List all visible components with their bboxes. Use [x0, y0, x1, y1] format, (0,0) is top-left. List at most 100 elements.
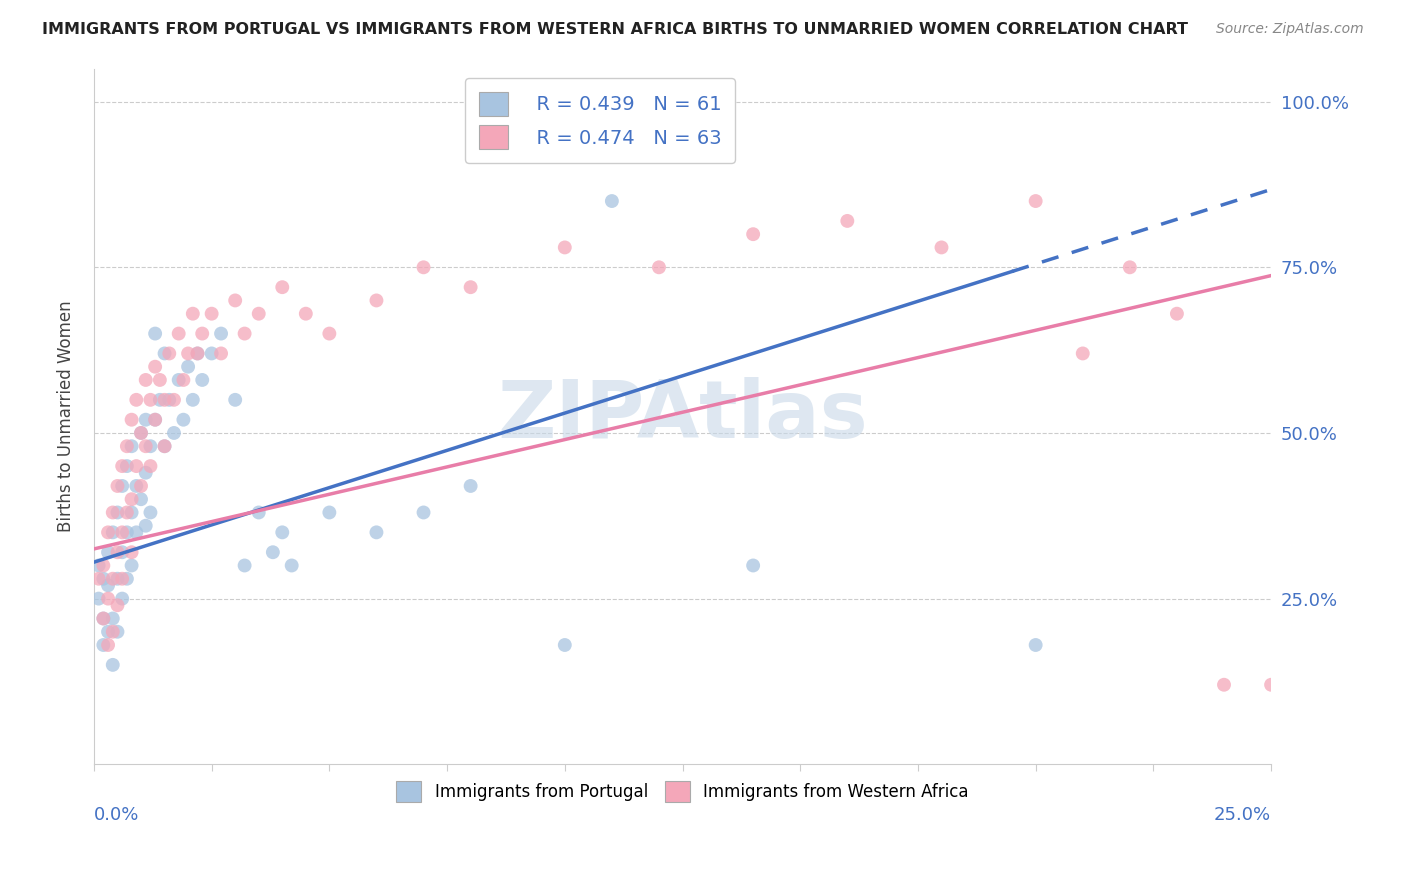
Point — [1025, 638, 1047, 652]
Point — [181, 307, 204, 321]
Point — [111, 479, 134, 493]
Point — [224, 293, 246, 308]
Point — [247, 307, 270, 321]
Point — [366, 525, 388, 540]
Point — [149, 373, 172, 387]
Point — [93, 638, 115, 652]
Point — [143, 359, 166, 374]
Point — [648, 260, 671, 275]
Point — [115, 459, 138, 474]
Point — [209, 326, 232, 341]
Point — [93, 572, 115, 586]
Text: ZIPAtlas: ZIPAtlas — [498, 377, 868, 456]
Point — [247, 506, 270, 520]
Point — [107, 572, 129, 586]
Point — [149, 392, 172, 407]
Point — [412, 506, 434, 520]
Point — [101, 657, 124, 672]
Point — [97, 591, 120, 606]
Point — [129, 425, 152, 440]
Point — [163, 425, 186, 440]
Point — [224, 392, 246, 407]
Point — [125, 479, 148, 493]
Point — [115, 506, 138, 520]
Point — [600, 194, 623, 208]
Point — [97, 525, 120, 540]
Point — [121, 413, 143, 427]
Point — [554, 240, 576, 254]
Point — [87, 558, 110, 573]
Point — [125, 525, 148, 540]
Point — [115, 525, 138, 540]
Point — [107, 599, 129, 613]
Point — [233, 326, 256, 341]
Point — [172, 373, 194, 387]
Point — [139, 506, 162, 520]
Point — [93, 558, 115, 573]
Y-axis label: Births to Unmarried Women: Births to Unmarried Women — [58, 301, 75, 533]
Point — [1025, 194, 1047, 208]
Point — [1166, 307, 1188, 321]
Point — [201, 307, 224, 321]
Point — [460, 479, 482, 493]
Point — [135, 373, 157, 387]
Point — [129, 479, 152, 493]
Point — [554, 638, 576, 652]
Point — [129, 425, 152, 440]
Point — [97, 638, 120, 652]
Text: Source: ZipAtlas.com: Source: ZipAtlas.com — [1216, 22, 1364, 37]
Point — [209, 346, 232, 360]
Point — [837, 214, 859, 228]
Point — [153, 346, 176, 360]
Point — [233, 558, 256, 573]
Point — [93, 611, 115, 625]
Point — [318, 326, 340, 341]
Point — [157, 346, 180, 360]
Point — [460, 280, 482, 294]
Point — [153, 439, 176, 453]
Point — [121, 492, 143, 507]
Point — [107, 624, 129, 639]
Text: IMMIGRANTS FROM PORTUGAL VS IMMIGRANTS FROM WESTERN AFRICA BIRTHS TO UNMARRIED W: IMMIGRANTS FROM PORTUGAL VS IMMIGRANTS F… — [42, 22, 1188, 37]
Text: 0.0%: 0.0% — [94, 806, 139, 824]
Point — [135, 518, 157, 533]
Point — [121, 439, 143, 453]
Point — [135, 439, 157, 453]
Point — [167, 326, 190, 341]
Point — [101, 506, 124, 520]
Point — [139, 459, 162, 474]
Point — [318, 506, 340, 520]
Point — [111, 572, 134, 586]
Point — [262, 545, 284, 559]
Point — [177, 346, 200, 360]
Point — [139, 392, 162, 407]
Point — [271, 280, 294, 294]
Point — [111, 545, 134, 559]
Point — [101, 525, 124, 540]
Point — [1071, 346, 1094, 360]
Point — [97, 545, 120, 559]
Point — [181, 392, 204, 407]
Point — [115, 572, 138, 586]
Point — [101, 624, 124, 639]
Point — [163, 392, 186, 407]
Point — [191, 326, 214, 341]
Point — [366, 293, 388, 308]
Point — [143, 413, 166, 427]
Point — [121, 558, 143, 573]
Point — [121, 545, 143, 559]
Point — [280, 558, 302, 573]
Point — [125, 392, 148, 407]
Point — [129, 492, 152, 507]
Point — [191, 373, 214, 387]
Point — [87, 591, 110, 606]
Point — [167, 373, 190, 387]
Point — [186, 346, 208, 360]
Point — [135, 466, 157, 480]
Text: 25.0%: 25.0% — [1213, 806, 1271, 824]
Point — [97, 624, 120, 639]
Point — [107, 506, 129, 520]
Point — [111, 591, 134, 606]
Point — [143, 413, 166, 427]
Point — [111, 459, 134, 474]
